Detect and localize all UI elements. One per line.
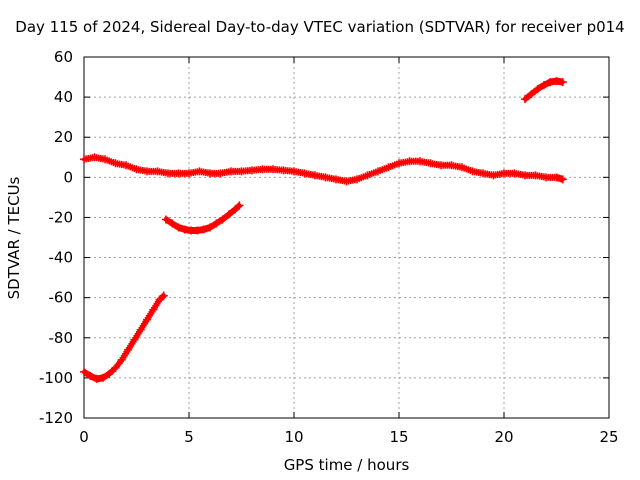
x-tick-label: 10	[284, 428, 303, 446]
series-main-band	[80, 153, 567, 186]
x-axis-label: GPS time / hours	[283, 456, 410, 474]
data-point-marker	[159, 291, 168, 300]
series-segment-2	[161, 201, 244, 235]
data-point-marker	[235, 201, 244, 210]
y-tick-label: 0	[63, 168, 73, 186]
data-point-marker	[558, 78, 567, 87]
y-tick-label: -20	[49, 208, 74, 226]
y-tick-label: 60	[54, 48, 73, 66]
y-tick-label: -60	[49, 289, 74, 307]
plot-frame	[83, 56, 610, 419]
series-segment-3	[80, 291, 168, 383]
chart-title: Day 115 of 2024, Sidereal Day-to-day VTE…	[15, 18, 625, 36]
x-tick-label: 25	[599, 428, 618, 446]
y-tick-label: -100	[39, 369, 73, 387]
data-points	[80, 77, 567, 383]
series-segment-4	[521, 77, 567, 104]
grid-lines	[84, 57, 609, 418]
data-point-marker	[235, 202, 243, 210]
data-point-marker	[558, 175, 567, 184]
x-tick-label: 5	[184, 428, 194, 446]
y-axis-label: SDTVAR / TECUs	[5, 176, 23, 300]
y-tick-label: -80	[49, 329, 74, 347]
x-tick-label: 20	[494, 428, 513, 446]
y-tick-label: 20	[54, 128, 73, 146]
y-tick-label: 40	[54, 88, 73, 106]
x-tick-label: 0	[79, 428, 89, 446]
axis-ticks: 0 5 10 15 20 25 -120 -100 -80 -60 -40 -20 0 20 40 60	[39, 48, 619, 446]
x-tick-label: 15	[389, 428, 408, 446]
data-point-marker	[159, 292, 167, 300]
y-tick-label: -120	[39, 409, 73, 427]
y-tick-label: -40	[49, 249, 74, 267]
